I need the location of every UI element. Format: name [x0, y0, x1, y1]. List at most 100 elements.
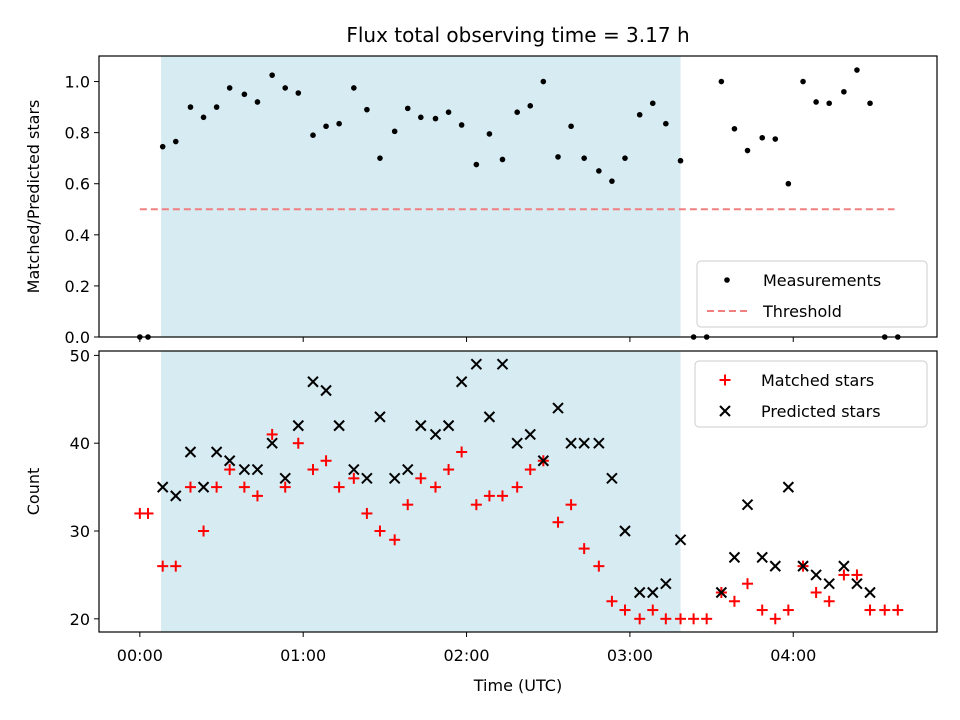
- panel-bottom-point-0-35: [606, 595, 618, 607]
- panel-bottom-point-1-35: [633, 586, 646, 599]
- panel-bottom-point-0-45: [742, 578, 754, 590]
- panel-bottom-xtick-label: 02:00: [443, 646, 489, 665]
- panel-top-point-0-30: [540, 78, 547, 85]
- panel-bottom-point-1-45: [797, 560, 809, 572]
- panel-top-point-0-22: [432, 115, 439, 122]
- panel-bottom-point-0-54: [864, 604, 876, 616]
- panel-bottom-point-0-16: [348, 472, 360, 484]
- panel-bottom-point-0-19: [389, 534, 401, 546]
- panel-bottom-point-1-42: [756, 551, 768, 564]
- panel-top-point-0-40: [677, 157, 684, 164]
- panel-top-observing-span: [161, 56, 681, 337]
- panel-bottom-point-0-2: [157, 560, 169, 572]
- panel-top-point-0-39: [663, 120, 669, 127]
- panel-top-point-0-11: [282, 85, 289, 91]
- panel-bottom-point-0-22: [430, 481, 442, 493]
- panel-bottom-point-0-24: [456, 446, 468, 458]
- panel-bottom-point-1-32-b: [593, 437, 605, 449]
- panel-bottom-point-1-37-b: [660, 577, 672, 590]
- panel-top-point-0-36: [622, 155, 628, 161]
- panel-bottom-point-0-50: [810, 586, 822, 598]
- panel-bottom-observing-span: [161, 351, 681, 632]
- panel-bottom-point-1-4: [210, 446, 223, 458]
- panel-top-point-0-50: [813, 99, 819, 105]
- panel-top-point-0-19: [391, 128, 398, 135]
- chart-title: Flux total observing time = 3.17 h: [346, 23, 689, 47]
- panel-top-point-0-9: [254, 99, 261, 105]
- panel-bottom-point-0-56: [892, 604, 904, 616]
- panel-bottom-point-1-2-b: [184, 446, 197, 458]
- panel-bottom-point-1-6: [238, 463, 251, 476]
- panel-bottom-point-0-53: [851, 569, 863, 581]
- panel-bottom-point-1-45-b: [797, 560, 809, 572]
- panel-bottom-point-1-36-b: [647, 586, 659, 599]
- panel-top-point-0-23: [445, 109, 452, 115]
- panel-bottom-point-1-7-b: [251, 463, 264, 476]
- panel-bottom-point-0-46: [756, 604, 768, 616]
- panel-bottom-point-1-36: [647, 586, 659, 599]
- panel-bottom-point-1-42-b: [756, 551, 768, 564]
- panel-top-point-0-52: [841, 88, 847, 95]
- panel-bottom-xtick-label: 00:00: [117, 646, 163, 665]
- panel-bottom-point-1-44: [782, 481, 795, 493]
- panel-top-legend-label-1: Threshold: [762, 302, 842, 321]
- panel-bottom-point-1-30-b: [565, 437, 577, 449]
- panel-bottom-point-1-50-b: [864, 586, 876, 599]
- panel-bottom-point-1-29-b: [552, 402, 564, 414]
- panel-top-point-0-6: [213, 104, 220, 110]
- panel-bottom-point-1-18: [402, 463, 414, 476]
- panel-bottom-point-1-48: [838, 560, 850, 572]
- panel-bottom-point-1-38-b: [674, 534, 687, 546]
- panel-bottom-frame: [98, 350, 938, 633]
- panel-bottom-point-0-29: [524, 464, 536, 476]
- panel-bottom-point-0-33: [578, 543, 590, 555]
- panel-bottom-point-0-26: [483, 490, 495, 502]
- panel-top-point-0-27: [499, 156, 506, 163]
- panel-bottom-point-0-36: [619, 604, 631, 616]
- panel-bottom-point-1-10-b: [292, 419, 304, 432]
- panel-bottom-point-1-6-b: [238, 463, 251, 476]
- panel-bottom-point-1-31-b: [578, 437, 590, 449]
- panel-top-point-0-51: [826, 100, 832, 107]
- panel-bottom-point-1-0: [157, 481, 169, 493]
- panel-bottom-point-1-30: [565, 437, 577, 449]
- panel-bottom-point-0-27: [496, 490, 508, 502]
- panel-bottom-point-1-5: [223, 455, 236, 467]
- panel-bottom-point-1-17: [388, 472, 401, 485]
- panel-bottom-point-0-20: [402, 499, 414, 511]
- panel-top-point-0-38: [649, 100, 656, 107]
- panel-bottom-legend-marker-0: [719, 374, 731, 386]
- panel-bottom-point-0-1: [142, 507, 154, 519]
- panel-top-point-0-35: [609, 178, 615, 184]
- panel-bottom-point-1-49-b: [851, 577, 863, 590]
- panel-bottom-ytick-label: 30: [70, 522, 90, 541]
- panel-bottom-point-0-14: [320, 455, 332, 467]
- panel-top-point-0-48: [785, 180, 792, 187]
- panel-top-point-0-16: [351, 85, 357, 91]
- panel-bottom-point-1-41-b: [741, 498, 754, 511]
- panel-top-point-0-33: [581, 155, 587, 161]
- ratio-panel: 0.0 0.2 0.4 0.6 0.8 1.0 Matched/Predicted star…: [24, 55, 938, 347]
- panel-top-point-0-32: [568, 123, 574, 130]
- panel-top-ytick-label: 0.6: [65, 175, 90, 194]
- panel-bottom-point-0-13: [307, 464, 319, 476]
- panel-bottom-legend-marker-1-b: [719, 405, 731, 417]
- panel-bottom-point-1-34-b: [619, 525, 631, 537]
- panel-bottom-point-1-46-b: [810, 569, 822, 581]
- panel-top-point-0-49: [800, 78, 806, 85]
- panel-top-frame: [98, 55, 938, 338]
- panel-top-point-0-17: [364, 106, 370, 113]
- panel-top-point-0-45: [744, 147, 751, 154]
- panel-bottom-point-0-34: [593, 560, 605, 572]
- panel-bottom-point-0-40: [675, 613, 687, 625]
- panel-bottom-legend-label-1: Predicted stars: [761, 402, 881, 421]
- panel-top-point-0-14: [323, 123, 329, 130]
- panel-bottom-point-1-40: [728, 551, 741, 564]
- panel-top-point-0-44: [731, 126, 738, 132]
- panel-bottom-point-1-43-b: [769, 560, 781, 572]
- panel-bottom-point-1-5-b: [223, 455, 236, 467]
- panel-bottom-point-1-4-b: [210, 446, 223, 458]
- panel-bottom-point-1-10: [292, 419, 304, 432]
- panel-top-y-axis-label: Matched/Predicted stars: [24, 100, 43, 294]
